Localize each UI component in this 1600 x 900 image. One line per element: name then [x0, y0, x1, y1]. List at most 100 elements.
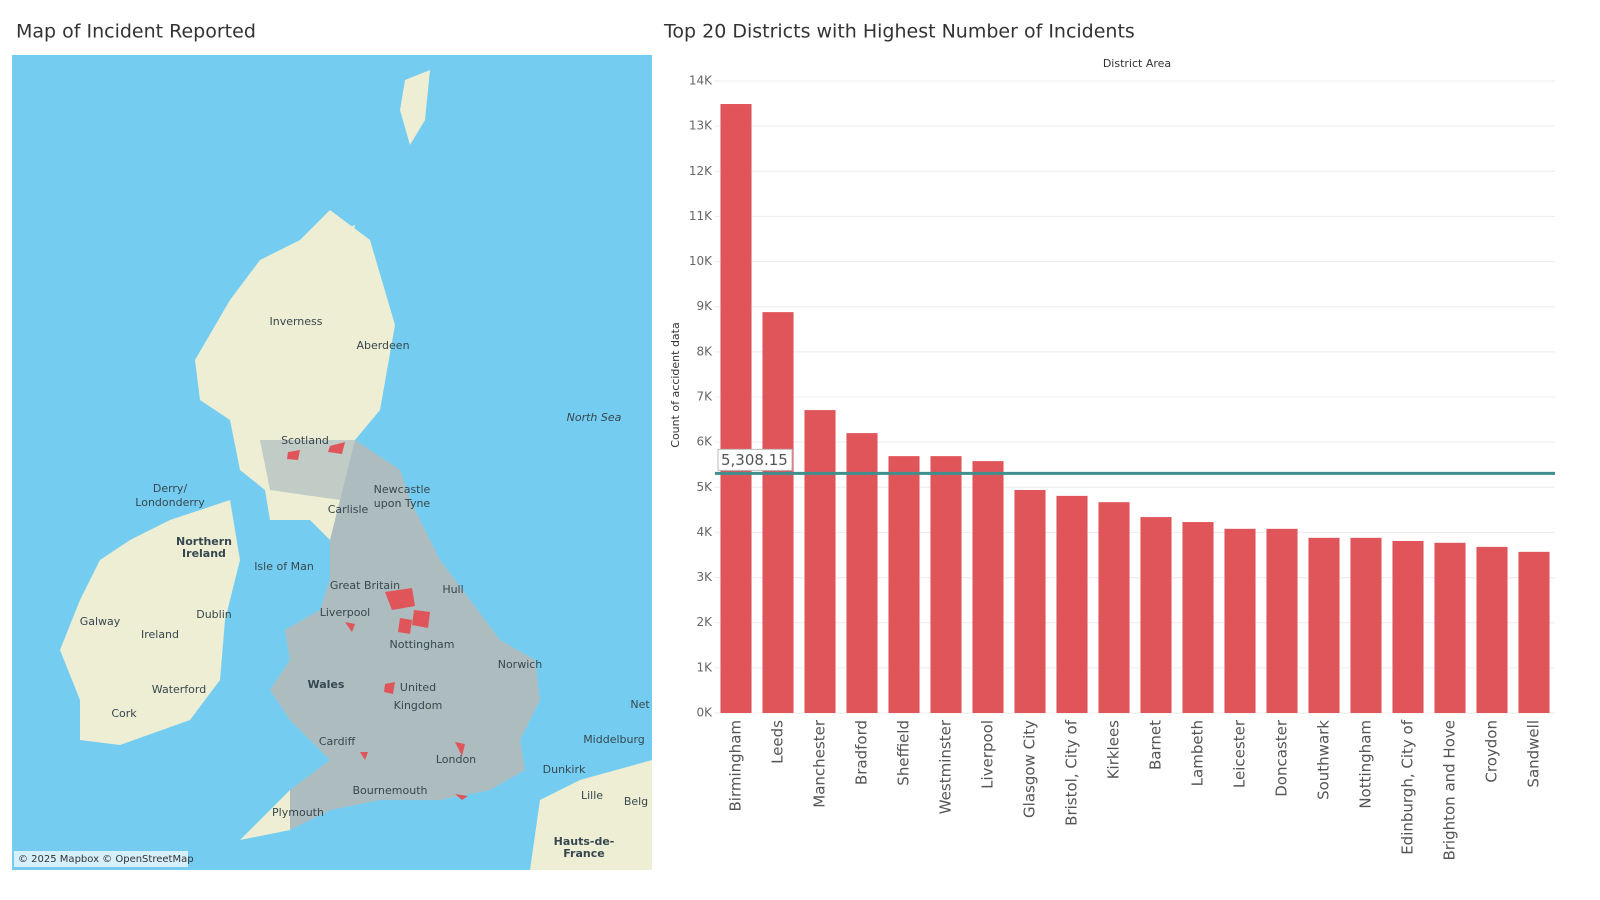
x-tick-label: Southwark: [1315, 720, 1333, 800]
bar: [1140, 517, 1172, 713]
map-label: Hauts-de-: [554, 835, 615, 848]
map-label: Lille: [581, 789, 603, 802]
map-label: Wales: [308, 678, 345, 691]
land: [330, 225, 355, 250]
map-label: Norwich: [498, 658, 543, 671]
bar-chart: 0K 1K 2K 3K 4K 5K 6K 7K 8K 9K 10K 11K 12K 13K 14K Birmi…: [689, 74, 1555, 861]
x-tick-label: Leicester: [1231, 719, 1249, 788]
x-tick-label: Croydon: [1483, 720, 1501, 783]
x-tick-label: Sandwell: [1525, 720, 1543, 788]
x-tick-label: Westminster: [937, 719, 955, 814]
map-label: Newcastle: [374, 483, 431, 496]
bar: [762, 312, 794, 713]
map-label: Net: [630, 698, 650, 711]
reference-label: 5,308.15: [721, 451, 788, 469]
land: [530, 760, 652, 870]
map-label: Belg: [624, 795, 648, 808]
map-label: Ireland: [141, 628, 179, 641]
map-label: Cork: [111, 707, 137, 720]
map-label: Bournemouth: [352, 784, 427, 797]
map-label: Isle of Man: [254, 560, 314, 573]
incident-areas: [287, 442, 468, 800]
road-network: [270, 440, 540, 830]
bar: [888, 456, 920, 713]
map-label: Hull: [442, 583, 463, 596]
bar: [1014, 489, 1046, 713]
y-tick-label: 8K: [696, 344, 713, 358]
bar: [1182, 522, 1214, 713]
land: [60, 500, 240, 745]
y-tick-label: 10K: [689, 254, 713, 268]
column-header: District Area: [1103, 57, 1171, 70]
x-tick-label: Manchester: [811, 719, 829, 808]
x-tick-label: Kirklees: [1105, 720, 1123, 779]
map-label: Galway: [80, 615, 121, 628]
bar: [1476, 546, 1508, 713]
map-label: Carlisle: [328, 503, 369, 516]
map: Inverness Aberdeen North Sea Scotland De…: [12, 55, 652, 870]
land: [195, 210, 540, 840]
x-tick-label: Bradford: [853, 720, 871, 785]
bar: [930, 456, 962, 713]
y-tick-label: 6K: [696, 435, 713, 449]
y-tick-label: 9K: [696, 299, 713, 313]
bar: [1224, 528, 1256, 713]
map-label: North Sea: [567, 411, 622, 424]
map-label: Londonderry: [135, 496, 205, 509]
map-label: Middelburg: [583, 733, 645, 746]
reference-label-box: [717, 448, 793, 471]
x-tick-label: Lambeth: [1189, 720, 1207, 786]
map-label: Cardiff: [319, 735, 356, 748]
y-tick-label: 0K: [696, 706, 713, 720]
map-label: Nottingham: [389, 638, 454, 651]
map-label: Dunkirk: [543, 763, 586, 776]
bar: [720, 104, 752, 714]
bar: [846, 433, 878, 713]
bar: [1518, 551, 1550, 713]
y-tick-label: 4K: [696, 525, 713, 539]
x-tick-label: Birmingham: [727, 720, 745, 811]
bar: [1350, 537, 1382, 713]
y-tick-label: 1K: [696, 660, 713, 674]
y-tick-label: 3K: [696, 570, 713, 584]
y-tick-label: 14K: [689, 74, 713, 88]
land: [400, 70, 430, 145]
bar: [1392, 541, 1424, 713]
map-label: upon Tyne: [374, 497, 431, 510]
x-tick-label: Edinburgh, City of: [1399, 719, 1417, 855]
map-label: London: [436, 753, 476, 766]
x-tick-label: Doncaster: [1273, 719, 1291, 797]
map-label: Derry/: [153, 482, 188, 495]
map-label: Liverpool: [320, 606, 370, 619]
bar: [1434, 542, 1466, 713]
y-tick-label: 12K: [689, 164, 713, 178]
map-label: Inverness: [269, 315, 322, 328]
map-label: Aberdeen: [356, 339, 409, 352]
x-tick-label: Barnet: [1147, 720, 1165, 770]
y-tick-label: 5K: [696, 480, 713, 494]
y-axis-label: Count of accident data: [669, 322, 682, 447]
y-tick-label: 2K: [696, 615, 713, 629]
bar: [804, 410, 836, 713]
map-label: Waterford: [152, 683, 206, 696]
bar: [1308, 537, 1340, 713]
x-tick-label: Liverpool: [979, 720, 997, 789]
map-label: Ireland: [182, 547, 226, 560]
bar: [1056, 495, 1088, 713]
map-label: France: [563, 847, 604, 860]
road-network: [260, 440, 355, 500]
map-label: Scotland: [281, 434, 329, 447]
bar: [1266, 528, 1298, 713]
x-tick-label: Bristol, City of: [1063, 719, 1081, 826]
y-tick-label: 7K: [696, 390, 713, 404]
map-label: Plymouth: [272, 806, 324, 819]
y-tick-label: 11K: [689, 209, 713, 223]
chart-title: Top 20 Districts with Highest Number of …: [663, 21, 1135, 43]
x-tick-label: Brighton and Hove: [1441, 720, 1459, 861]
x-tick-label: Sheffield: [895, 720, 913, 786]
attribution: © 2025 Mapbox © OpenStreetMap: [18, 854, 194, 865]
bar: [1098, 502, 1130, 713]
map-label: Great Britain: [330, 579, 400, 592]
